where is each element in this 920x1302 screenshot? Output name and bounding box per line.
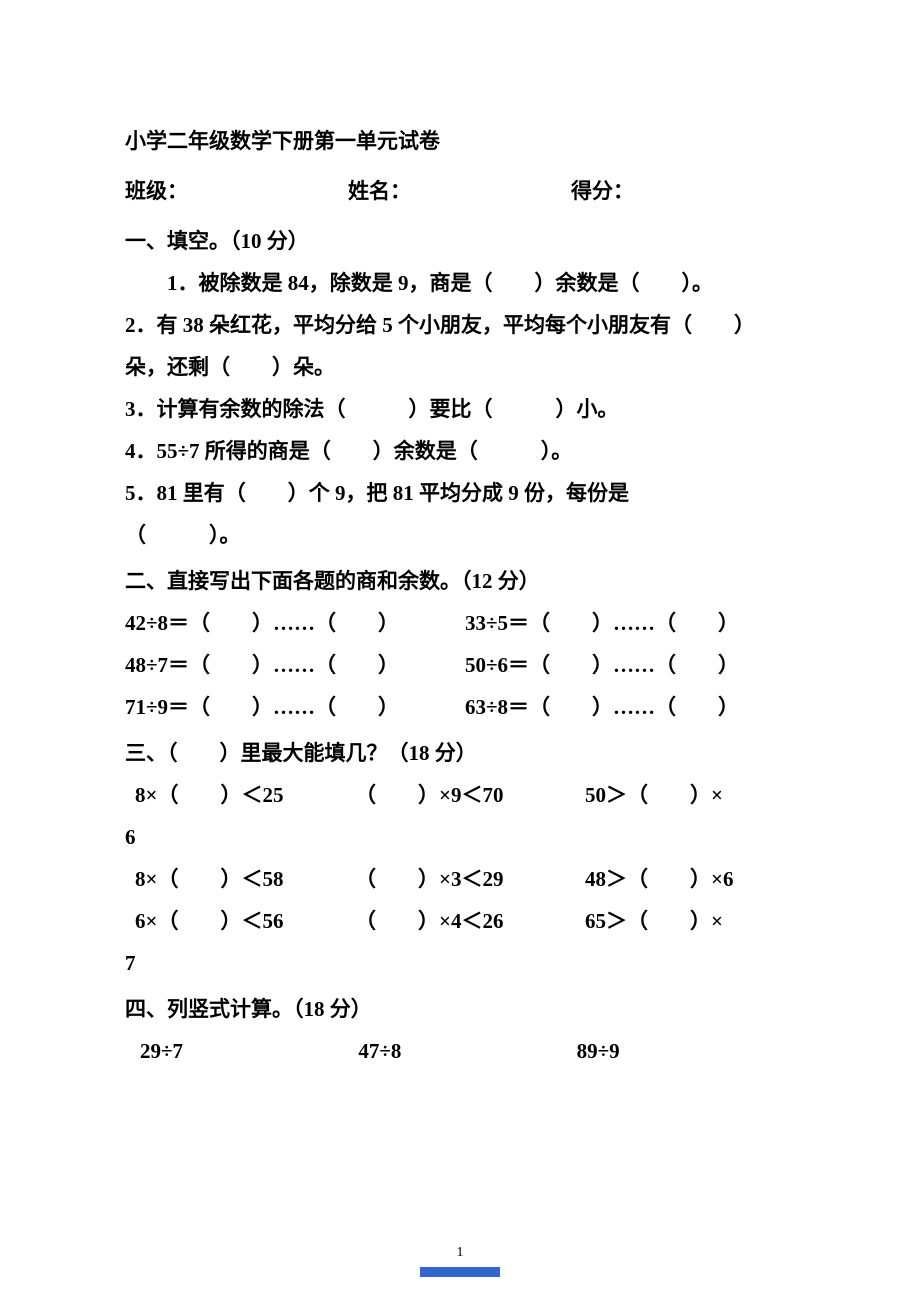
section-2-title: 二、直接写出下面各题的商和余数。（12 分） xyxy=(125,560,795,602)
question-1-5a: 5．81 里有（ ）个 9，把 81 平均分成 9 份，每份是 xyxy=(125,472,795,514)
name-label: 姓名： xyxy=(348,170,411,212)
question-1-4: 4．55÷7 所得的商是（ ）余数是（ ）。 xyxy=(125,430,795,472)
section-3-title: 三、（ ）里最大能填几？（18 分） xyxy=(125,732,795,774)
calc-item: 50÷6＝（ ）……（ ） xyxy=(465,644,739,686)
fill-item: 48＞（ ）×6 xyxy=(585,858,733,900)
vertical-item: 29÷7 xyxy=(140,1030,358,1072)
vertical-item: 89÷9 xyxy=(577,1030,795,1072)
calc-item: 71÷9＝（ ）……（ ） xyxy=(125,686,465,728)
calc-row-2: 48÷7＝（ ）……（ ） 50÷6＝（ ）……（ ） xyxy=(125,644,795,686)
fill-item: 8×（ ）＜58 xyxy=(125,858,355,900)
calc-item: 42÷8＝（ ）……（ ） xyxy=(125,602,465,644)
question-1-1: 1．被除数是 84，除数是 9，商是（ ）余数是（ ）。 xyxy=(125,262,795,304)
calc-item: 33÷5＝（ ）……（ ） xyxy=(465,602,739,644)
fill-item: （ ）×4＜26 xyxy=(355,900,585,942)
fill-item: 6×（ ）＜56 xyxy=(125,900,355,942)
calc-row-3: 71÷9＝（ ）……（ ） 63÷8＝（ ）……（ ） xyxy=(125,686,795,728)
section-1-title: 一、填空。（10 分） xyxy=(125,220,795,262)
fill-item: 65＞（ ）× xyxy=(585,900,723,942)
score-label: 得分： xyxy=(571,170,634,212)
fill-item: （ ）×3＜29 xyxy=(355,858,585,900)
footer-accent-bar xyxy=(420,1267,500,1277)
question-1-2b: 朵，还剩（ ）朵。 xyxy=(125,346,795,388)
student-info-row: 班级： 姓名： 得分： xyxy=(125,170,795,212)
exam-title: 小学二年级数学下册第一单元试卷 xyxy=(125,120,795,162)
fill-item: （ ）×9＜70 xyxy=(355,774,585,816)
fill-continuation: 6 xyxy=(125,816,795,858)
fill-row-3: 6×（ ）＜56 （ ）×4＜26 65＞（ ）× xyxy=(125,900,795,942)
fill-row-1: 8×（ ）＜25 （ ）×9＜70 50＞（ ）× xyxy=(125,774,795,816)
fill-continuation: 7 xyxy=(125,942,795,984)
calc-item: 63÷8＝（ ）……（ ） xyxy=(465,686,739,728)
question-1-5b: （ ）。 xyxy=(125,514,795,556)
vertical-calc-row: 29÷7 47÷8 89÷9 xyxy=(125,1030,795,1072)
vertical-item: 47÷8 xyxy=(358,1030,576,1072)
calc-item: 48÷7＝（ ）……（ ） xyxy=(125,644,465,686)
calc-row-1: 42÷8＝（ ）……（ ） 33÷5＝（ ）……（ ） xyxy=(125,602,795,644)
page-number: 1 xyxy=(0,1239,920,1267)
question-1-3: 3．计算有余数的除法（ ）要比（ ）小。 xyxy=(125,388,795,430)
section-4-title: 四、列竖式计算。（18 分） xyxy=(125,988,795,1030)
fill-item: 8×（ ）＜25 xyxy=(125,774,355,816)
class-label: 班级： xyxy=(125,170,188,212)
fill-item: 50＞（ ）× xyxy=(585,774,723,816)
question-1-2a: 2．有 38 朵红花，平均分给 5 个小朋友，平均每个小朋友有（ ） xyxy=(125,304,795,346)
fill-row-2: 8×（ ）＜58 （ ）×3＜29 48＞（ ）×6 xyxy=(125,858,795,900)
